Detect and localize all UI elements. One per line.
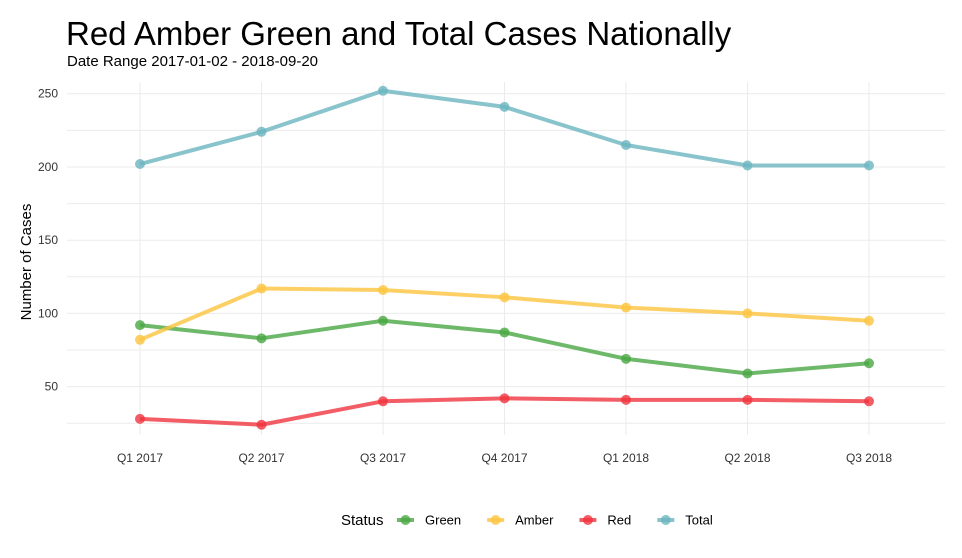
- data-point-amber: [621, 302, 631, 313]
- legend-key-point-red: [582, 515, 593, 525]
- data-point-amber: [499, 292, 510, 303]
- data-point-green: [621, 353, 631, 364]
- x-tick-label: Q2 2018: [724, 451, 770, 465]
- legend-key-point-total: [660, 515, 671, 525]
- data-point-green: [378, 315, 388, 326]
- y-tick-label: 150: [38, 233, 58, 247]
- data-point-total: [135, 159, 145, 170]
- legend-label-red: Red: [607, 513, 631, 528]
- data-point-amber: [742, 308, 753, 319]
- x-tick-label: Q4 2017: [481, 451, 527, 465]
- legend-item-green: Green: [397, 513, 461, 528]
- data-point-green: [256, 333, 267, 344]
- data-point-total: [378, 85, 388, 96]
- x-tick-label: Q3 2018: [846, 451, 892, 465]
- legend: Status Green Amber Red Total: [341, 512, 713, 529]
- legend-label-total: Total: [685, 513, 713, 528]
- series-total: [135, 85, 874, 171]
- y-tick-label: 100: [38, 306, 58, 320]
- y-axis-ticks: 50 100 150 200 250: [38, 87, 58, 394]
- series-layer: [135, 85, 874, 430]
- data-point-red: [742, 394, 753, 405]
- data-point-total: [864, 160, 874, 171]
- y-tick-label: 200: [38, 160, 58, 174]
- data-point-red: [499, 393, 510, 404]
- data-point-red: [378, 396, 388, 407]
- x-axis-ticks: Q1 2017 Q2 2017 Q3 2017 Q4 2017 Q1 2018 Q2 20…: [117, 451, 892, 465]
- legend-item-total: Total: [657, 513, 713, 528]
- x-tick-label: Q1 2018: [603, 451, 649, 465]
- data-point-green: [864, 358, 874, 369]
- chart-title: Red Amber Green and Total Cases National…: [66, 15, 732, 52]
- data-point-amber: [864, 315, 874, 326]
- legend-label-amber: Amber: [515, 513, 554, 528]
- data-point-total: [621, 139, 631, 150]
- legend-title: Status: [341, 512, 384, 529]
- x-tick-label: Q2 2017: [238, 451, 284, 465]
- data-point-green: [499, 327, 510, 338]
- series-amber: [135, 283, 874, 345]
- x-tick-label: Q1 2017: [117, 451, 163, 465]
- legend-item-red: Red: [579, 513, 631, 528]
- data-point-total: [256, 126, 267, 137]
- legend-items: Green Amber Red Total: [397, 513, 713, 528]
- data-point-red: [621, 394, 631, 405]
- data-point-amber: [256, 283, 267, 294]
- y-tick-label: 50: [45, 380, 59, 394]
- data-point-green: [742, 368, 753, 379]
- data-point-red: [256, 419, 267, 430]
- series-green: [135, 315, 874, 379]
- legend-label-green: Green: [425, 513, 461, 528]
- data-point-amber: [135, 334, 145, 345]
- legend-key-point-amber: [490, 515, 501, 525]
- data-point-amber: [378, 284, 388, 295]
- legend-item-amber: Amber: [487, 513, 554, 528]
- data-point-red: [864, 396, 874, 407]
- data-point-total: [742, 160, 753, 171]
- data-point-red: [135, 413, 145, 424]
- chart-subtitle: Date Range 2017-01-02 - 2018-09-20: [67, 53, 318, 70]
- y-tick-label: 250: [38, 87, 58, 101]
- series-red: [135, 393, 874, 430]
- y-axis-title: Number of Cases: [18, 204, 35, 321]
- legend-key-point-green: [400, 515, 411, 525]
- data-point-green: [135, 320, 145, 331]
- x-tick-label: Q3 2017: [360, 451, 406, 465]
- data-point-total: [499, 101, 510, 112]
- grid: [67, 82, 945, 435]
